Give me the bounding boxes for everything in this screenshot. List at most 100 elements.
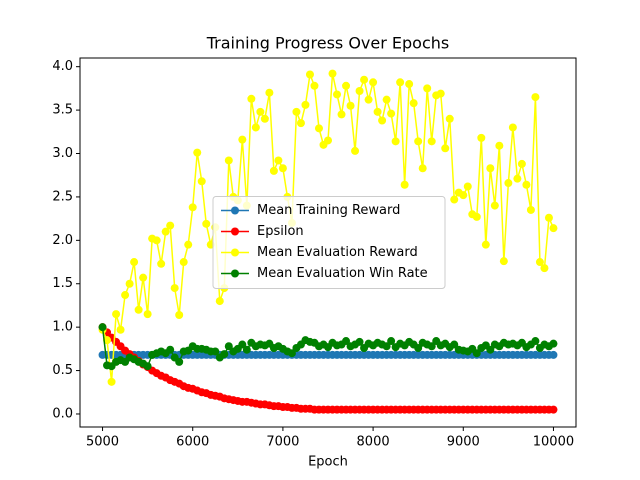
point bbox=[463, 182, 472, 191]
point bbox=[441, 144, 450, 153]
point bbox=[472, 349, 481, 358]
point bbox=[265, 88, 274, 97]
point bbox=[247, 94, 256, 103]
point bbox=[161, 227, 170, 236]
point bbox=[472, 212, 481, 221]
point bbox=[414, 137, 423, 146]
point bbox=[445, 114, 454, 123]
point bbox=[342, 337, 351, 346]
point bbox=[495, 141, 504, 150]
point bbox=[382, 342, 391, 351]
point bbox=[215, 297, 224, 306]
point bbox=[287, 349, 296, 358]
point bbox=[337, 110, 346, 119]
point bbox=[450, 340, 459, 349]
point bbox=[490, 201, 499, 210]
point bbox=[522, 180, 531, 189]
axes-frame bbox=[79, 57, 577, 428]
point bbox=[301, 100, 310, 109]
point bbox=[387, 109, 396, 118]
point bbox=[378, 116, 387, 125]
point bbox=[324, 136, 332, 145]
y-tick-label: 0.5 bbox=[52, 363, 73, 378]
point bbox=[130, 258, 139, 267]
y-tick-label: 1.0 bbox=[52, 320, 73, 335]
legend-swatch-marker bbox=[231, 269, 239, 278]
point bbox=[175, 357, 184, 366]
point bbox=[373, 107, 382, 116]
point bbox=[549, 350, 558, 359]
point bbox=[179, 258, 188, 267]
point bbox=[355, 337, 364, 346]
point bbox=[391, 137, 400, 146]
point bbox=[486, 164, 495, 173]
point bbox=[143, 362, 152, 371]
point bbox=[305, 70, 314, 79]
point bbox=[405, 80, 414, 89]
point bbox=[202, 219, 211, 228]
point bbox=[513, 174, 522, 183]
point bbox=[242, 345, 251, 354]
chart-title: Training Progress Over Epochs bbox=[206, 34, 449, 53]
point bbox=[351, 146, 360, 155]
point bbox=[531, 93, 540, 102]
point bbox=[166, 221, 175, 230]
legend-swatch-marker bbox=[231, 227, 239, 236]
y-tick-label: 3.5 bbox=[52, 103, 73, 118]
point bbox=[409, 99, 418, 108]
point bbox=[549, 405, 558, 414]
point bbox=[274, 156, 283, 165]
point bbox=[116, 325, 125, 334]
legend-swatch-marker bbox=[231, 206, 239, 215]
point bbox=[175, 310, 184, 319]
point bbox=[549, 339, 558, 348]
y-tick-label: 3.0 bbox=[52, 146, 73, 161]
point bbox=[184, 240, 193, 249]
legend-label: Mean Evaluation Reward bbox=[257, 245, 418, 260]
point bbox=[342, 81, 351, 90]
point bbox=[310, 81, 319, 90]
point bbox=[251, 123, 260, 132]
point bbox=[152, 236, 161, 245]
legend-swatch-marker bbox=[231, 248, 239, 257]
point bbox=[369, 78, 378, 87]
point bbox=[360, 75, 369, 84]
point bbox=[526, 205, 535, 214]
point bbox=[98, 323, 107, 332]
y-tick-label: 0.0 bbox=[52, 406, 73, 421]
point bbox=[314, 124, 323, 133]
point bbox=[224, 342, 233, 351]
y-tick-label: 1.5 bbox=[52, 276, 73, 291]
point bbox=[107, 377, 116, 386]
point bbox=[260, 114, 269, 123]
point bbox=[112, 310, 121, 319]
point bbox=[540, 264, 549, 273]
point bbox=[477, 133, 486, 142]
point bbox=[125, 279, 134, 288]
series bbox=[98, 323, 558, 371]
point bbox=[269, 166, 278, 175]
x-tick-label: 10000 bbox=[533, 435, 574, 450]
point bbox=[333, 90, 342, 99]
point bbox=[427, 137, 436, 146]
legend-label: Mean Evaluation Win Rate bbox=[257, 266, 428, 281]
x-tick-label: 5000 bbox=[86, 435, 119, 450]
point bbox=[481, 240, 490, 249]
x-tick-label: 9000 bbox=[447, 435, 480, 450]
point bbox=[238, 135, 247, 144]
point bbox=[423, 84, 432, 93]
point bbox=[346, 101, 355, 110]
point bbox=[427, 342, 436, 351]
x-tick-label: 7000 bbox=[266, 435, 299, 450]
y-tick-label: 4.0 bbox=[52, 59, 73, 74]
point bbox=[499, 257, 508, 266]
point bbox=[256, 107, 265, 116]
point bbox=[459, 191, 468, 200]
point bbox=[414, 343, 423, 352]
x-tick-label: 8000 bbox=[357, 435, 390, 450]
point bbox=[355, 86, 364, 95]
legend-box bbox=[212, 196, 446, 289]
legend: Mean Training Reward Epsilon Mean Evaluati… bbox=[212, 196, 446, 289]
point bbox=[364, 95, 373, 104]
